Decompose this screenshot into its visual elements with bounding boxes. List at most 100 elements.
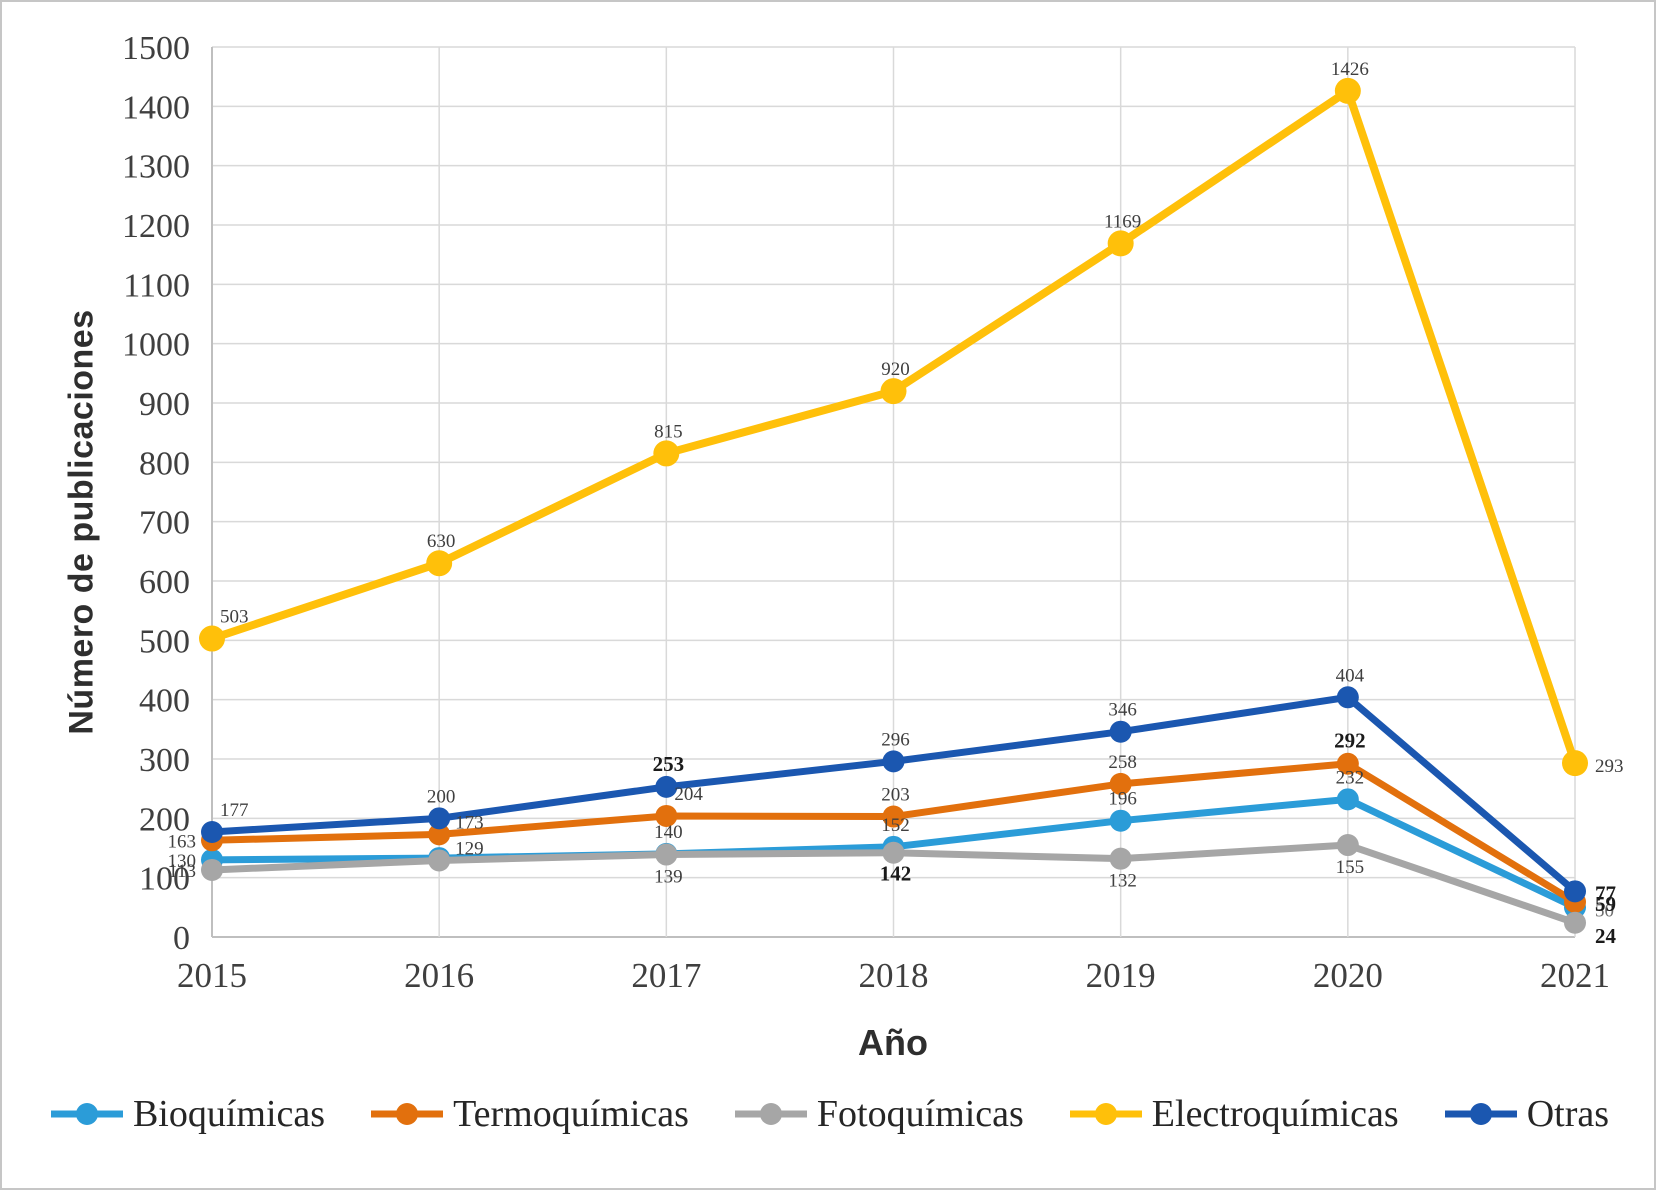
y-tick-label: 500: [139, 623, 190, 660]
data-label-bioquimicas-2019: 196: [1108, 789, 1137, 810]
data-point-bioquimicas-2019: [1109, 809, 1132, 832]
data-point-otras-2019: [1109, 720, 1132, 743]
data-label-fotoquimicas-2017: 139: [654, 867, 683, 888]
data-point-termoquimicas-2019: [1109, 772, 1132, 795]
y-tick-label: 1300: [122, 149, 190, 186]
legend-marker-termoquimicas: [371, 1103, 444, 1125]
data-label-bioquimicas-2015: 130: [168, 851, 197, 872]
data-point-termoquimicas-2020: [1336, 752, 1359, 775]
legend-item-fotoquimicas: Fotoquímicas: [734, 1092, 1024, 1136]
data-label-otras-2018: 296: [881, 729, 910, 750]
y-tick-label: 600: [139, 564, 190, 601]
data-label-bioquimicas-2020: 232: [1336, 767, 1365, 788]
data-label-otras-2020: 404: [1336, 665, 1365, 686]
data-label-termoquimicas-2019: 258: [1108, 752, 1137, 773]
data-label-termoquimicas-2016: 173: [455, 812, 484, 833]
data-label-otras-2016: 200: [427, 786, 456, 807]
data-point-otras-2018: [882, 750, 905, 773]
data-point-termoquimicas-2018: [882, 805, 905, 828]
data-label-termoquimicas-2018: 203: [881, 785, 910, 806]
data-point-electroquimicas-2019: [1107, 230, 1134, 257]
x-axis-title: Año: [858, 1022, 928, 1063]
y-tick-label: 700: [139, 505, 190, 542]
y-tick-label: 1100: [123, 267, 190, 304]
legend-item-termoquimicas: Termoquímicas: [371, 1092, 689, 1136]
data-point-bioquimicas-2020: [1336, 788, 1359, 811]
legend-label-otras: Otras: [1526, 1093, 1610, 1135]
x-tick-label: 2018: [859, 956, 929, 995]
y-tick-label: 300: [139, 742, 190, 779]
x-tick-label: 2019: [1086, 956, 1156, 995]
data-point-fotoquimicas-2019: [1109, 847, 1132, 870]
data-label-otras-2019: 346: [1108, 700, 1137, 721]
data-label-electroquimicas-2015: 503: [220, 607, 249, 628]
y-tick-label: 1400: [122, 89, 190, 126]
legend-marker-fotoquimicas: [734, 1103, 807, 1125]
data-label-termoquimicas-2021: 59: [1595, 892, 1616, 916]
legend-marker-otras: [1444, 1103, 1517, 1125]
y-axis-title: Número de publicaciones: [62, 309, 101, 735]
y-tick-label: 200: [139, 801, 190, 838]
data-point-fotoquimicas-2021: [1564, 911, 1586, 934]
data-label-otras-2021: 77: [1595, 881, 1616, 905]
data-label-termoquimicas-2020: 292: [1334, 729, 1366, 753]
data-point-electroquimicas-2021: [1562, 750, 1588, 777]
data-point-termoquimicas-2016: [428, 823, 451, 846]
legend-item-electroquimicas: Electroquímicas: [1069, 1092, 1399, 1136]
chart-legend: Bioquímicas Termoquímicas Fotoquímicas Elec…: [2, 1084, 1654, 1144]
legend-item-otras: Otras: [1444, 1092, 1610, 1136]
legend-label-termoquimicas: Termoquímicas: [453, 1093, 689, 1135]
data-point-termoquimicas-2017: [655, 804, 678, 827]
data-point-electroquimicas-2015: [199, 625, 225, 652]
data-label-otras-2017: 253: [653, 752, 685, 776]
y-tick-label: 900: [139, 386, 190, 423]
data-label-fotoquimicas-2020: 155: [1336, 857, 1365, 878]
data-point-electroquimicas-2017: [653, 440, 680, 467]
data-label-fotoquimicas-2016: 129: [455, 838, 484, 859]
data-label-electroquimicas-2016: 630: [427, 531, 456, 552]
data-label-electroquimicas-2020: 1426: [1331, 59, 1369, 80]
data-point-fotoquimicas-2016: [428, 849, 451, 872]
data-label-fotoquimicas-2019: 132: [1108, 871, 1137, 892]
x-tick-label: 2015: [177, 956, 247, 995]
x-tick-label: 2016: [404, 956, 474, 995]
data-label-termoquimicas-2015: 163: [168, 831, 197, 852]
legend-marker-bioquimicas: [50, 1103, 123, 1125]
legend-marker-electroquimicas: [1069, 1103, 1142, 1125]
data-point-otras-2017: [655, 775, 678, 798]
data-label-termoquimicas-2017: 204: [674, 784, 703, 805]
data-label-otras-2015: 177: [220, 800, 249, 821]
x-tick-label: 2017: [631, 956, 701, 995]
legend-label-bioquimicas: Bioquímicas: [132, 1093, 326, 1135]
legend-label-electroquimicas: Electroquímicas: [1151, 1093, 1399, 1135]
data-label-bioquimicas-2018: 152: [881, 815, 910, 836]
y-tick-label: 0: [173, 920, 190, 957]
data-point-otras-2021: [1564, 880, 1586, 903]
data-label-fotoquimicas-2021: 24: [1595, 924, 1617, 948]
data-point-electroquimicas-2020: [1334, 77, 1361, 104]
data-point-fotoquimicas-2018: [882, 841, 905, 864]
data-label-electroquimicas-2017: 815: [654, 421, 683, 442]
y-tick-label: 100: [139, 861, 190, 898]
data-label-bioquimicas-2021: 50: [1595, 900, 1614, 921]
data-point-electroquimicas-2018: [880, 378, 907, 405]
data-label-electroquimicas-2021: 293: [1595, 756, 1624, 777]
data-point-otras-2015: [201, 820, 223, 843]
data-label-bioquimicas-2017: 140: [654, 822, 683, 843]
data-label-fotoquimicas-2018: 142: [880, 862, 912, 886]
data-point-otras-2016: [428, 807, 451, 830]
data-label-electroquimicas-2019: 1169: [1104, 211, 1141, 232]
x-tick-label: 2021: [1540, 956, 1610, 995]
y-tick-label: 400: [139, 683, 190, 720]
x-tick-label: 2020: [1313, 956, 1383, 995]
data-label-fotoquimicas-2015: 113: [168, 861, 196, 882]
y-tick-label: 1000: [122, 327, 190, 364]
data-point-otras-2020: [1336, 686, 1359, 709]
legend-item-bioquimicas: Bioquímicas: [50, 1092, 326, 1136]
y-tick-label: 1500: [122, 30, 190, 67]
data-point-fotoquimicas-2017: [655, 843, 678, 866]
data-point-electroquimicas-2016: [426, 550, 453, 577]
data-point-fotoquimicas-2020: [1336, 834, 1359, 857]
